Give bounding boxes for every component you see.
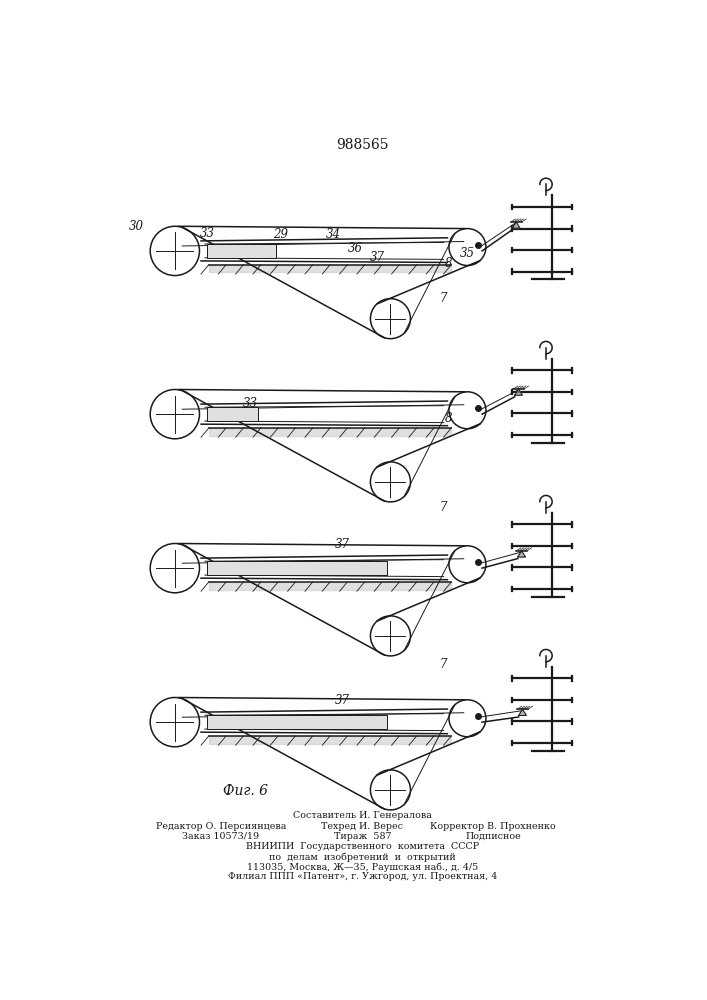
Text: Заказ 10573/19: Заказ 10573/19: [182, 832, 259, 841]
Text: 33: 33: [199, 227, 215, 240]
Polygon shape: [519, 709, 527, 715]
Polygon shape: [513, 222, 520, 228]
Text: 30: 30: [129, 220, 144, 233]
Text: ВНИИПИ  Государственного  комитета  СССР: ВНИИПИ Государственного комитета СССР: [246, 842, 479, 851]
Text: Составитель И. Генералова: Составитель И. Генералова: [293, 811, 432, 820]
Text: Техред И. Верес: Техред И. Верес: [322, 822, 403, 831]
Text: Редактор О. Персиянцева: Редактор О. Персиянцева: [156, 822, 286, 831]
Text: 7: 7: [439, 292, 447, 305]
Polygon shape: [518, 551, 525, 557]
Text: Тираж  587: Тираж 587: [334, 832, 391, 841]
Text: 35: 35: [460, 247, 475, 260]
Polygon shape: [515, 389, 522, 395]
Text: Подписное: Подписное: [465, 832, 521, 841]
Text: 36: 36: [349, 242, 363, 255]
Bar: [207, 407, 258, 421]
Text: 34: 34: [326, 228, 341, 241]
Text: 29: 29: [273, 228, 288, 241]
Text: Корректор В. Прохненко: Корректор В. Прохненко: [430, 822, 556, 831]
Text: 113035, Москва, Ж—35, Раушская наб., д. 4/5: 113035, Москва, Ж—35, Раушская наб., д. …: [247, 862, 478, 872]
Text: 33: 33: [243, 397, 258, 410]
Text: 37: 37: [334, 694, 350, 707]
Text: Филиал ППП «Патент», г. Ужгород, ул. Проектная, 4: Филиал ППП «Патент», г. Ужгород, ул. Про…: [228, 872, 497, 881]
Text: 37: 37: [370, 251, 385, 264]
Bar: [207, 244, 276, 258]
Text: по  делам  изобретений  и  открытий: по делам изобретений и открытий: [269, 852, 456, 862]
Bar: [207, 715, 387, 729]
Text: 8: 8: [445, 412, 452, 425]
Text: Фиг. 6: Фиг. 6: [223, 784, 268, 798]
Text: 7: 7: [439, 501, 447, 514]
Text: 988565: 988565: [336, 138, 389, 152]
Text: 37: 37: [334, 538, 350, 551]
Bar: [207, 561, 387, 575]
Text: 8: 8: [445, 257, 452, 270]
Text: 7: 7: [439, 658, 447, 671]
